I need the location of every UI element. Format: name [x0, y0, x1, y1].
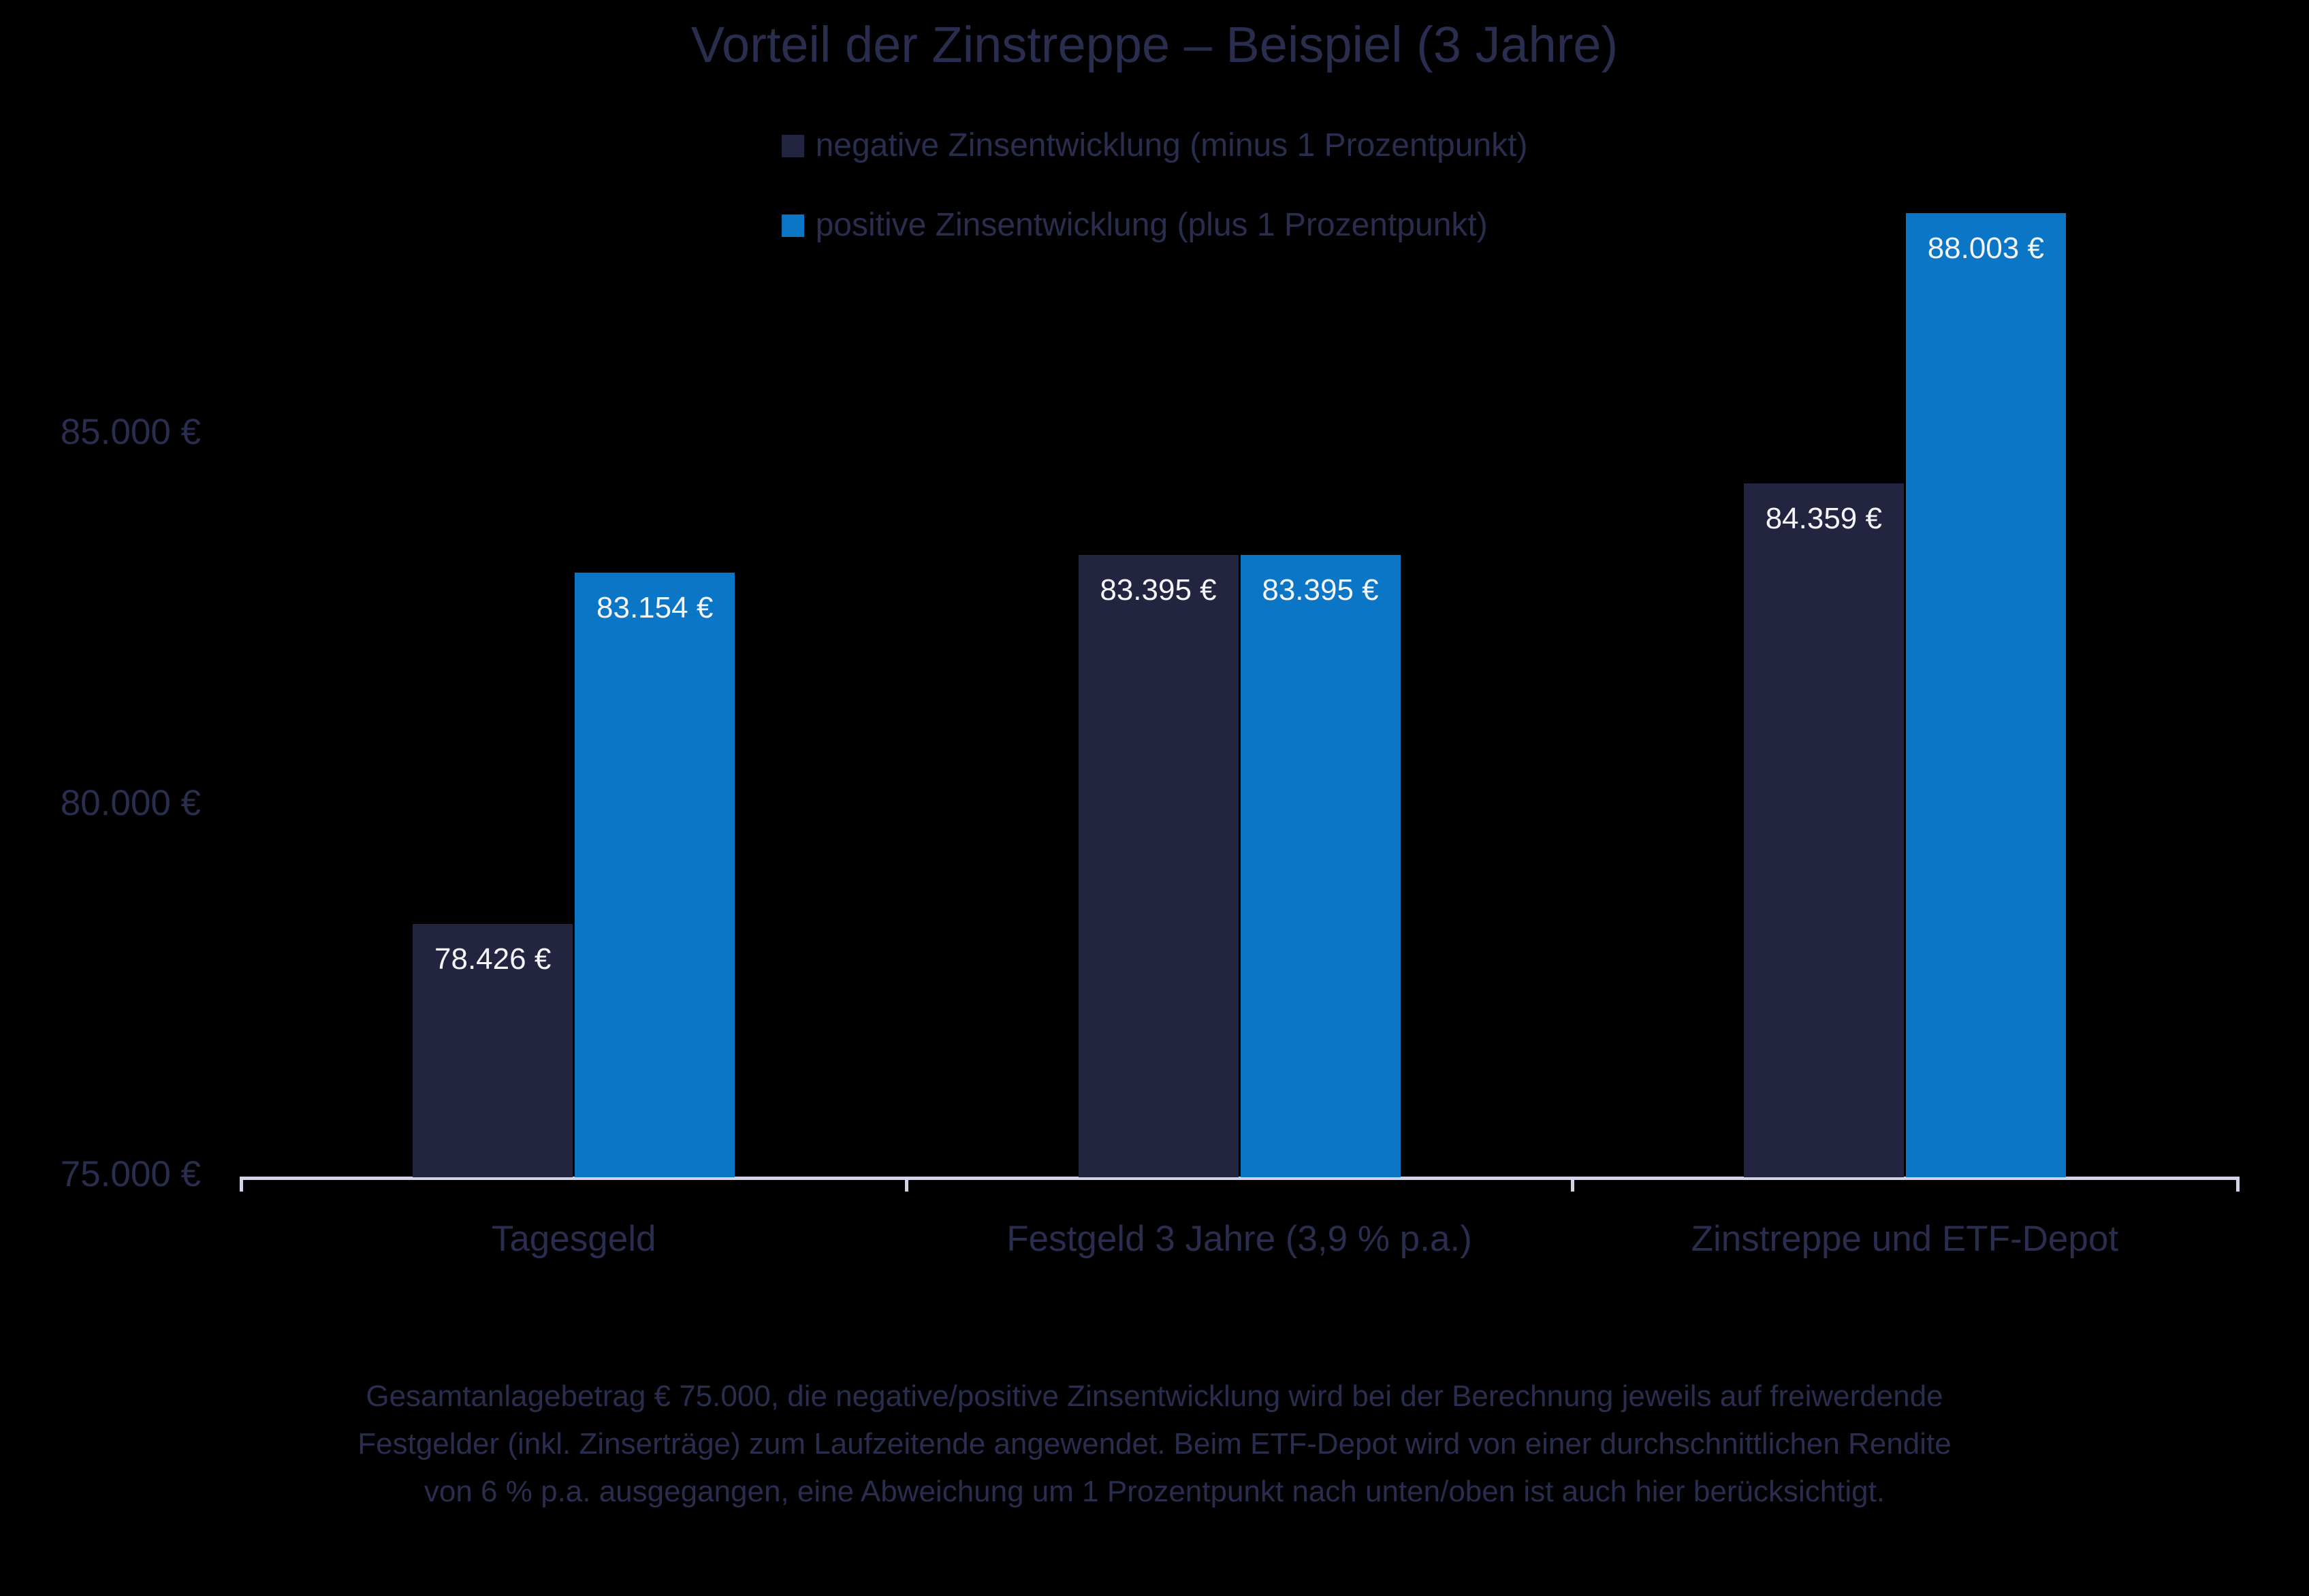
footnote: Gesamtanlagebetrag € 75.000, die negativ…: [0, 1373, 2309, 1516]
legend-item-negative: negative Zinsentwicklung (minus 1 Prozen…: [781, 126, 1528, 165]
bar-value-label: 83.154 €: [596, 591, 714, 625]
legend: negative Zinsentwicklung (minus 1 Prozen…: [781, 126, 1528, 245]
y-axis-tick-label: 75.000 €: [60, 1154, 201, 1194]
bar-value-label: 84.359 €: [1765, 501, 1882, 535]
bar-value-label: 78.426 €: [434, 942, 552, 976]
bar-negative-2: [1078, 554, 1239, 1177]
legend-swatch-positive: [781, 214, 804, 237]
legend-item-positive: positive Zinsentwicklung (plus 1 Prozent…: [781, 206, 1528, 245]
legend-label-negative: negative Zinsentwicklung (minus 1 Prozen…: [815, 127, 1528, 163]
legend-swatch-negative: [781, 134, 804, 157]
x-axis-tick: [2236, 1177, 2240, 1192]
bar-value-label: 83.395 €: [1262, 573, 1379, 607]
x-axis-line: [241, 1177, 2238, 1180]
footnote-line-1: Gesamtanlagebetrag € 75.000, die negativ…: [366, 1379, 1943, 1413]
x-axis-category-label: Festgeld 3 Jahre (3,9 % p.a.): [1006, 1219, 1472, 1259]
bar-value-label: 88.003 €: [1927, 231, 2044, 265]
bar-value-label: 83.395 €: [1100, 573, 1217, 607]
x-axis-tick: [1570, 1177, 1574, 1192]
x-axis-category-label: Tagesgeld: [491, 1219, 656, 1259]
y-axis-tick-label: 85.000 €: [60, 412, 201, 452]
chart-title: Vorteil der Zinstreppe – Beispiel (3 Jah…: [690, 16, 1619, 73]
bar-positive-1: [575, 573, 735, 1177]
x-axis-category-label: Zinstreppe und ETF-Depot: [1691, 1219, 2119, 1259]
bar-negative-1: [413, 923, 573, 1177]
x-axis-tick: [905, 1177, 909, 1192]
legend-label-positive: positive Zinsentwicklung (plus 1 Prozent…: [815, 207, 1488, 243]
footnote-line-3: von 6 % p.a. ausgegangen, eine Abweichun…: [424, 1475, 1885, 1508]
bar-negative-3: [1743, 483, 1904, 1177]
x-axis-tick: [240, 1177, 243, 1192]
footnote-line-2: Festgelder (inkl. Zinserträge) zum Laufz…: [357, 1427, 1952, 1461]
bar-positive-3: [1905, 212, 2066, 1177]
bar-positive-2: [1240, 554, 1401, 1177]
y-axis-tick-label: 80.000 €: [60, 783, 201, 823]
